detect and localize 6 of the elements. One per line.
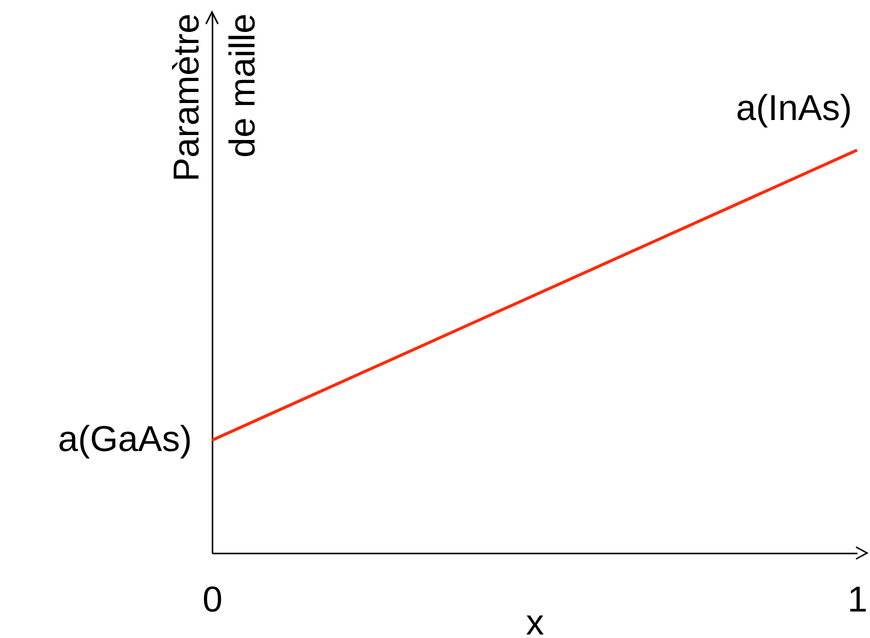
annotation: a(InAs) — [736, 87, 852, 128]
x-tick-label: 1 — [847, 578, 868, 620]
x-tick-label: 0 — [202, 578, 223, 620]
x-axis-title: x — [526, 602, 544, 638]
y-axis-title: Paramètre de maille — [166, 14, 262, 182]
annotation: a(GaAs) — [58, 418, 192, 460]
